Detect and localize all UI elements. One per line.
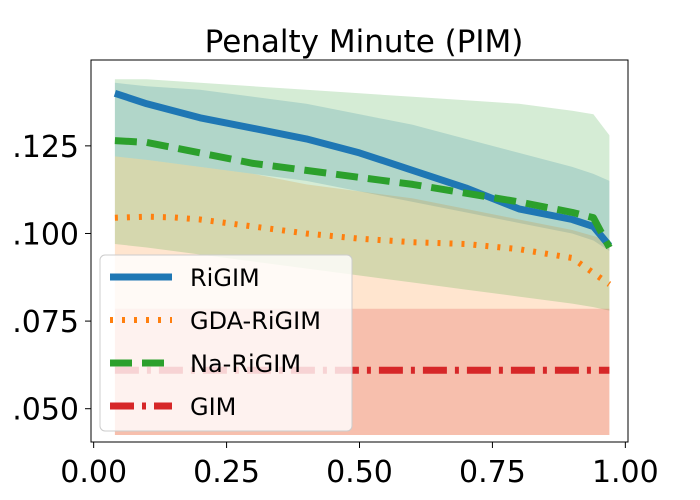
legend-label-gim: GIM <box>190 393 236 421</box>
legend-label-gda-rigim: GDA-RiGIM <box>190 307 321 335</box>
band-na-rigim <box>114 79 610 311</box>
x-axis: 0.00 0.25 0.50 0.75 1.00 <box>60 442 659 490</box>
line-na-rigim <box>114 137 613 250</box>
legend: RiGIM GDA-RiGIM Na-RiGIM GIM <box>99 254 353 432</box>
line-rigim <box>113 89 613 248</box>
y-tick-label: .125 <box>12 130 79 165</box>
legend-label-na-rigim: Na-RiGIM <box>190 350 301 378</box>
y-tick-label: .050 <box>12 393 79 428</box>
x-tick-label: 0.25 <box>193 455 260 490</box>
y-axis: .050 .075 .100 .125 <box>12 130 91 428</box>
x-tick-label: 0.50 <box>326 455 393 490</box>
x-tick-label: 1.00 <box>592 455 659 490</box>
x-tick-label: 0.00 <box>60 455 127 490</box>
legend-box <box>99 254 353 432</box>
series-lines <box>113 89 613 374</box>
y-tick-label: .075 <box>12 305 79 340</box>
x-tick-label: 0.75 <box>459 455 526 490</box>
y-tick-label: .100 <box>12 217 79 252</box>
legend-label-rigim: RiGIM <box>190 264 260 292</box>
chart-title: Penalty Minute (PIM) <box>205 24 524 60</box>
